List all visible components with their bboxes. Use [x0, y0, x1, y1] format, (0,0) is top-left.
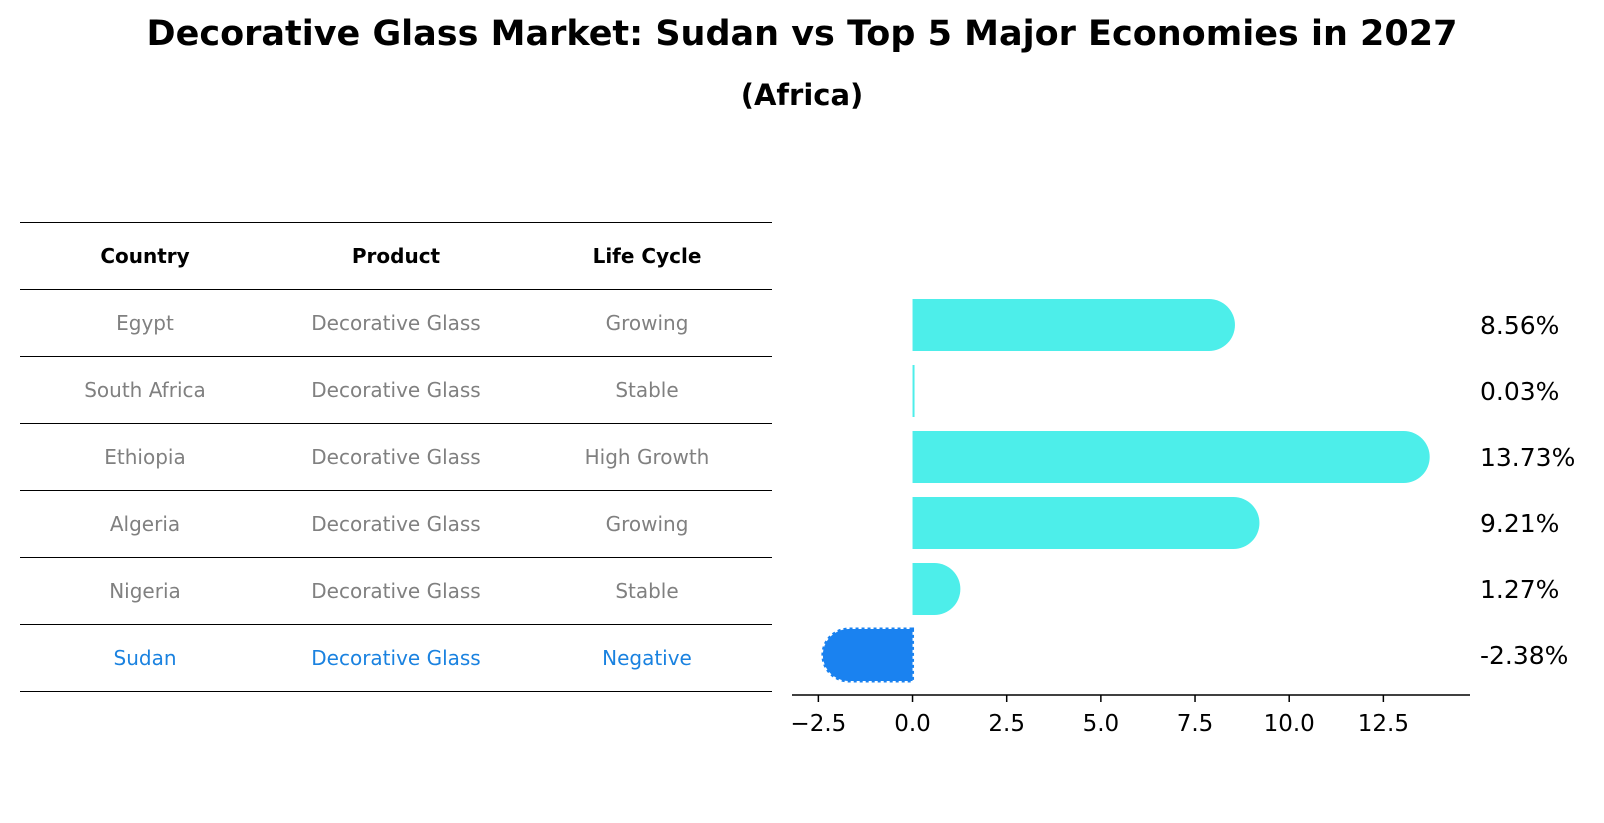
cell-life-cycle: Stable [615, 378, 679, 402]
table-row: Ethiopia Decorative Glass High Growth [20, 424, 772, 491]
bar-algeria [912, 497, 1260, 549]
table-row: Algeria Decorative Glass Growing [20, 491, 772, 558]
cell-product: Decorative Glass [311, 445, 481, 469]
cell-country: Nigeria [109, 579, 181, 603]
table-row: Egypt Decorative Glass Growing [20, 290, 772, 357]
cell-country: Ethiopia [104, 445, 186, 469]
country-table: Country Product Life Cycle Egypt Decorat… [20, 222, 772, 692]
value-label: 8.56% [1480, 311, 1559, 340]
x-tick-label: 0.0 [894, 711, 931, 737]
cell-life-cycle: Stable [615, 579, 679, 603]
x-tick-label: −2.5 [790, 711, 846, 737]
x-tick-label: 7.5 [1177, 711, 1214, 737]
table-row: South Africa Decorative Glass Stable [20, 357, 772, 424]
header-product: Product [351, 244, 441, 268]
x-tick-label: 12.5 [1358, 711, 1409, 737]
bar-nigeria [912, 563, 961, 615]
chart-title: Decorative Glass Market: Sudan vs Top 5 … [146, 14, 1458, 54]
table-header-row: Country Product Life Cycle [20, 223, 772, 290]
chart-subtitle: (Africa) [740, 78, 864, 112]
cell-life-cycle: Negative [602, 646, 692, 670]
value-label: 13.73% [1480, 443, 1575, 472]
value-label: 9.21% [1480, 509, 1559, 538]
bar-ethiopia [912, 431, 1430, 483]
cell-country: Algeria [109, 512, 181, 536]
bar-south-africa [912, 365, 915, 417]
cell-product: Decorative Glass [311, 579, 481, 603]
bar-sudan [821, 627, 915, 683]
value-label: 1.27% [1480, 575, 1559, 604]
cell-life-cycle: Growing [605, 512, 689, 536]
cell-product: Decorative Glass [311, 378, 481, 402]
cell-country: Egypt [116, 311, 174, 335]
bar-egypt [912, 299, 1235, 351]
cell-product: Decorative Glass [311, 311, 481, 335]
value-label: 0.03% [1480, 377, 1559, 406]
table-row-highlight: Sudan Decorative Glass Negative [20, 625, 772, 692]
cell-life-cycle: Growing [605, 311, 689, 335]
cell-life-cycle: High Growth [584, 445, 710, 469]
cell-product: Decorative Glass [311, 512, 481, 536]
header-life-cycle: Life Cycle [592, 244, 702, 268]
cell-country: South Africa [84, 378, 206, 402]
cell-country: Sudan [113, 646, 177, 670]
table-row: Nigeria Decorative Glass Stable [20, 558, 772, 625]
header-country: Country [100, 244, 190, 268]
value-label: -2.38% [1480, 641, 1568, 670]
x-tick-label: 2.5 [988, 711, 1025, 737]
x-tick-label: 5.0 [1083, 711, 1120, 737]
cell-product: Decorative Glass [311, 646, 481, 670]
x-tick-label: 10.0 [1264, 711, 1315, 737]
